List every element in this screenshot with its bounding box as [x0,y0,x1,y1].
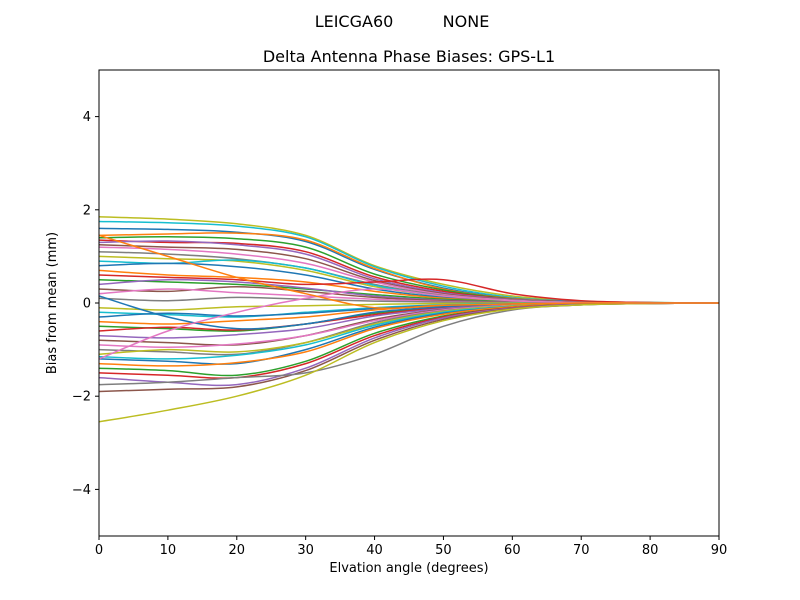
x-tick-label: 80 [642,543,659,558]
figure-suptitle-right: NONE [443,12,490,31]
x-tick-label: 50 [435,543,452,558]
x-tick-label: 60 [504,543,521,558]
x-tick-label: 0 [95,543,103,558]
x-tick-label: 70 [573,543,590,558]
series-line-line-43 [99,234,719,309]
x-tick-label: 90 [711,543,728,558]
y-tick-label: 4 [83,110,91,125]
x-tick-label: 10 [160,543,177,558]
series-line-line-15 [99,274,719,304]
chart-title: Delta Antenna Phase Biases: GPS-L1 [263,47,555,66]
figure-suptitle-left: LEICGA60 [315,12,394,31]
series-line-line-40 [99,302,719,423]
y-axis-label: Bias from mean (mm) [45,232,60,374]
y-tick-label: 0 [83,297,91,312]
y-tick-label: 2 [83,203,91,218]
x-tick-label: 30 [297,543,314,558]
series-lines [99,216,719,423]
x-tick-label: 20 [229,543,246,558]
x-axis-label: Elvation angle (degrees) [329,561,488,576]
y-tick-label: −2 [72,390,91,405]
axes: 0 10 20 30 40 50 60 70 80 90 −4 −2 0 2 4 [72,69,728,558]
x-tick-label: 40 [366,543,383,558]
y-tick-label: −4 [72,483,91,498]
